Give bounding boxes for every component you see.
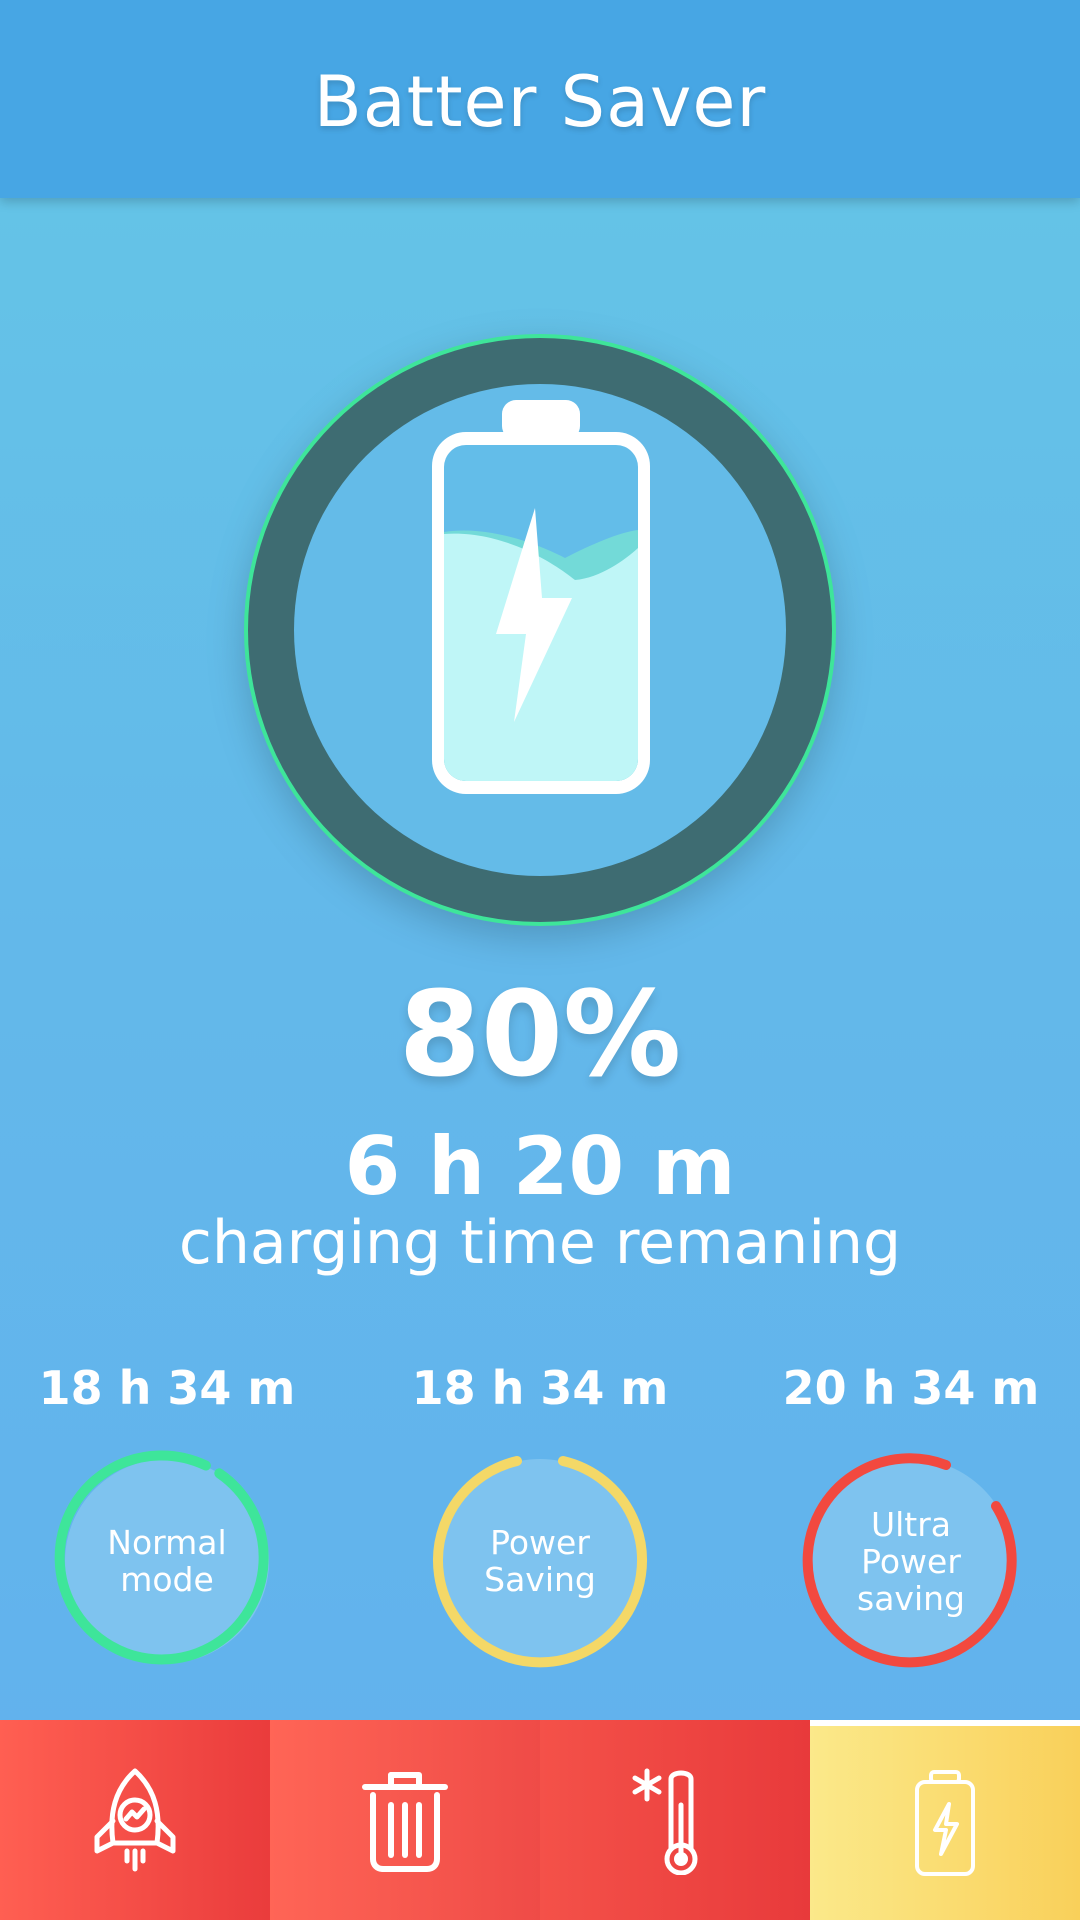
mode-ultra-power-saving-button[interactable]: Ultra Power saving bbox=[796, 1446, 1026, 1676]
mode-power-saving-label-line: Saving bbox=[484, 1560, 596, 1599]
mode-ultra-power-saving-time: 20 h 34 m bbox=[782, 1361, 1040, 1415]
nav-cooler-tab[interactable] bbox=[540, 1720, 810, 1920]
mode-ultra-label-line: saving bbox=[857, 1578, 965, 1618]
mode-normal-time: 18 h 34 m bbox=[38, 1361, 296, 1415]
mode-power-saving-time: 18 h 34 m bbox=[411, 1361, 669, 1415]
nav-boost-tab[interactable] bbox=[0, 1720, 270, 1920]
mode-power-saving[interactable]: 18 h 34 m Power Saving bbox=[395, 1360, 685, 1676]
nav-clean-tab[interactable] bbox=[270, 1720, 540, 1920]
mode-ultra-label-line: Ultra bbox=[870, 1504, 952, 1544]
app-header: Batter Saver bbox=[0, 0, 1080, 198]
mode-normal-button[interactable]: Normal mode bbox=[52, 1446, 282, 1676]
mode-normal-label-line: mode bbox=[120, 1560, 214, 1599]
charging-time-remaining: 6 h 20 m bbox=[344, 1120, 736, 1213]
thermometer-cooler-icon bbox=[632, 1768, 698, 1875]
battery-saver-icon bbox=[915, 1770, 975, 1876]
battery-gauge bbox=[230, 320, 850, 940]
mode-power-saving-label-line: Power bbox=[490, 1523, 590, 1562]
charging-time-label: charging time remaning bbox=[178, 1208, 902, 1278]
mode-power-saving-button[interactable]: Power Saving bbox=[425, 1446, 655, 1676]
mode-normal[interactable]: 18 h 34 m Normal mode bbox=[22, 1360, 312, 1676]
mode-normal-label-line: Normal bbox=[107, 1523, 227, 1562]
battery-charging-icon bbox=[432, 400, 650, 794]
mode-ultra-power-saving[interactable]: 20 h 34 m Ultra Power saving bbox=[766, 1360, 1056, 1676]
rocket-boost-icon bbox=[94, 1768, 176, 1872]
mode-ultra-label-line: Power bbox=[861, 1541, 961, 1581]
nav-battery-saver-tab[interactable] bbox=[810, 1720, 1080, 1920]
battery-percentage: 80% bbox=[398, 965, 682, 1103]
bottom-navigation bbox=[0, 1720, 1080, 1920]
trash-clean-icon bbox=[362, 1772, 448, 1872]
page-title: Batter Saver bbox=[313, 61, 767, 143]
